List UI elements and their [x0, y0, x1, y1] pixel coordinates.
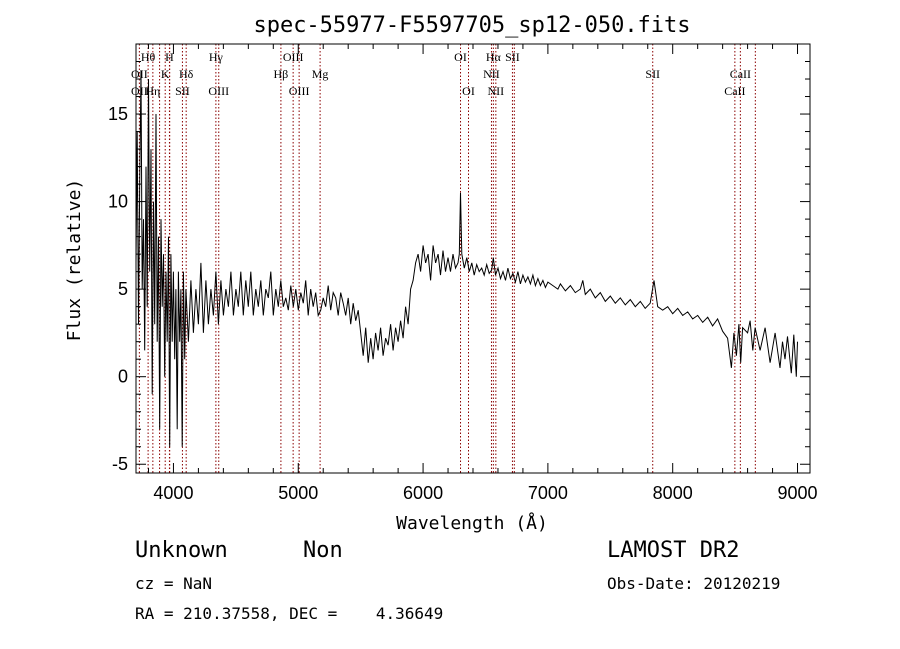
spectral-line-label: OII: [131, 67, 148, 81]
x-tick-label: 5000: [278, 483, 318, 503]
spectral-line-label: NII: [483, 67, 500, 81]
x-tick-label: 7000: [528, 483, 568, 503]
spectral-line-label: OII: [131, 84, 148, 98]
spectral-line-label: OIII: [208, 84, 229, 98]
observation-date: Obs-Date: 20120219: [607, 574, 781, 593]
x-tick-label: 9000: [777, 483, 817, 503]
spectral-line-label: Mg: [312, 67, 329, 81]
spectral-line-label: Hθ: [141, 50, 156, 64]
spectral-line-label: NII: [488, 84, 505, 98]
y-tick-label: 0: [118, 367, 128, 387]
spectral-line-label: Hη: [145, 84, 160, 98]
spectral-line-label: H: [165, 50, 174, 64]
spectral-line-label: Hα: [486, 50, 502, 64]
y-axis-label: Flux (relative): [64, 179, 85, 342]
chart-title: spec-55977-F5597705_sp12-050.fits: [253, 13, 690, 38]
spectral-line-label: OI: [462, 84, 475, 98]
spectral-line-label: Hδ: [179, 67, 194, 81]
spectral-line-label: SII: [505, 50, 520, 64]
survey-label: LAMOST DR2: [607, 538, 740, 563]
y-tick-label: -5: [112, 454, 128, 474]
spectrum-series-line: [135, 70, 798, 447]
spectral-line-label: SII: [645, 67, 660, 81]
classification-label: Unknown: [135, 538, 228, 563]
spectral-line-label: CaII: [724, 84, 745, 98]
spectral-line-label: SII: [175, 84, 190, 98]
x-axis-label: Wavelength (Å): [396, 512, 548, 534]
y-tick-label: 10: [108, 192, 128, 212]
x-tick-label: 4000: [153, 483, 193, 503]
redshift-cz: cz = NaN: [135, 574, 213, 593]
y-tick-label: 5: [118, 279, 128, 299]
x-axis-ticks: 4000 5000 6000 7000 8000 9000: [147, 44, 818, 503]
plot-frame: [135, 43, 811, 474]
spectral-line-label: K: [161, 67, 170, 81]
spectral-line-label: Hβ: [274, 67, 289, 81]
spectral-line-label: OI: [454, 50, 467, 64]
x-tick-label: 6000: [403, 483, 443, 503]
coordinates: RA = 210.37558, DEC = 4.36649: [135, 604, 444, 623]
spectral-line-label: OIII: [289, 84, 310, 98]
spectral-line-label: Hγ: [209, 50, 224, 64]
spectral-line-label: OIII: [283, 50, 304, 64]
subclass-label: Non: [303, 538, 343, 563]
x-tick-label: 8000: [653, 483, 693, 503]
y-tick-label: 15: [108, 104, 128, 124]
spectral-line-label: CaII: [730, 67, 751, 81]
y-axis-ticks: -5 0 5 10 15: [108, 61, 810, 474]
